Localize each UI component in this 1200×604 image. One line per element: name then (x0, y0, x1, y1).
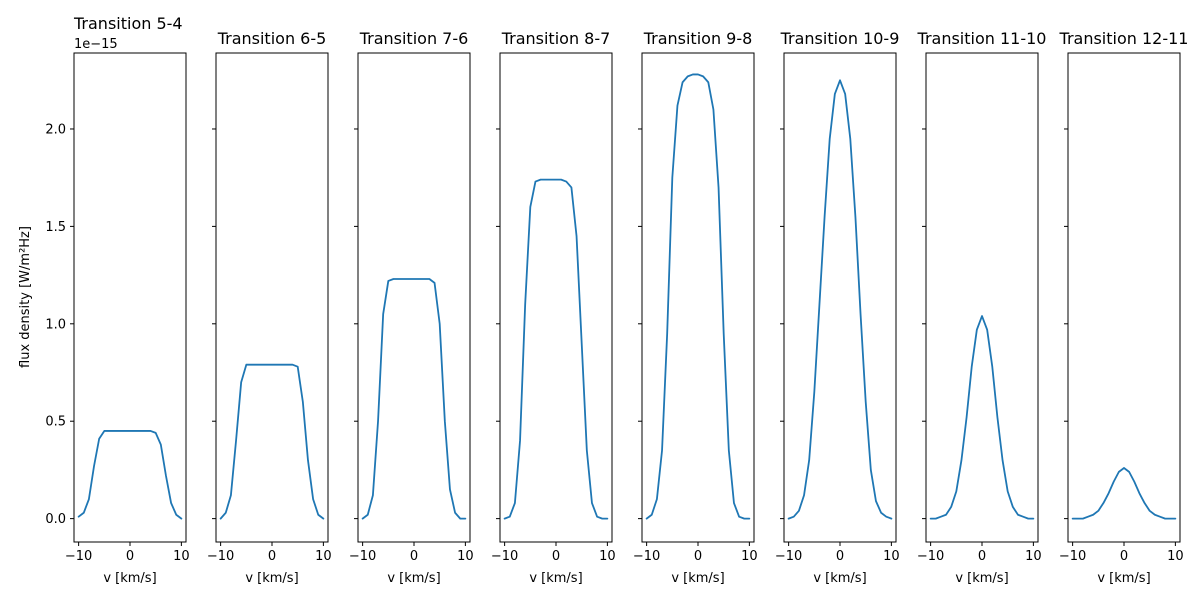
panel-title: Transition 12-11 (1059, 29, 1189, 48)
panel-title: Transition 10-9 (780, 29, 900, 48)
x-axis-label: v [km/s] (671, 571, 724, 586)
panel-frame (357, 52, 471, 543)
x-axis-label: v [km/s] (245, 571, 298, 586)
x-axis-label: v [km/s] (387, 571, 440, 586)
panel-4: Transition 8-7 −10 0 10 v [km/s] (491, 29, 616, 586)
y-tick-label: 0.0 (45, 512, 66, 527)
panel-6: Transition 10-9 −10 0 10 v [km/s] (775, 29, 900, 586)
x-tick-label: −10 (1059, 549, 1086, 564)
x-tick-label: 10 (1167, 549, 1184, 564)
panel-2: Transition 6-5 −10 0 10 v [km/s] (207, 29, 332, 586)
data-line (787, 79, 893, 520)
panel-frame (783, 52, 897, 543)
x-tick-label: −10 (65, 549, 92, 564)
x-tick-label: 0 (552, 549, 560, 564)
panel-frame (641, 52, 755, 543)
x-tick-label: 10 (1025, 549, 1042, 564)
x-axis-label: v [km/s] (955, 571, 1008, 586)
data-line (219, 363, 325, 520)
x-tick-label: 10 (599, 549, 616, 564)
x-axis-label: v [km/s] (103, 571, 156, 586)
panels-group: Transition 5-4 −10 0 10 0.0 0.5 1.0 1.5 2.0 v [km… (45, 14, 1188, 586)
x-tick-label: −10 (207, 549, 234, 564)
data-line (77, 430, 183, 520)
data-line (929, 315, 1035, 520)
x-tick-label: −10 (349, 549, 376, 564)
data-line (645, 73, 751, 520)
x-tick-label: 0 (410, 549, 418, 564)
panel-3: Transition 7-6 −10 0 10 v [km/s] (349, 29, 474, 586)
y-offset-label: 1e−15 (74, 37, 118, 52)
panel-1: Transition 5-4 −10 0 10 0.0 0.5 1.0 1.5 2.0 v [km… (45, 14, 189, 586)
x-tick-label: −10 (491, 549, 518, 564)
y-tick-label: 2.0 (45, 122, 66, 137)
panel-frame (1067, 52, 1181, 543)
x-tick-label: 10 (173, 549, 190, 564)
panel-title: Transition 5-4 (73, 14, 183, 33)
y-axis-label: flux density [W/m²Hz] (18, 226, 33, 368)
x-tick-label: 0 (978, 549, 986, 564)
x-tick-label: −10 (917, 549, 944, 564)
panel-title: Transition 9-8 (643, 29, 753, 48)
data-line (1071, 467, 1177, 520)
x-axis-label: v [km/s] (813, 571, 866, 586)
panel-8: Transition 12-11 −10 0 10 v [km/s] (1059, 29, 1189, 586)
x-axis-label: v [km/s] (529, 571, 582, 586)
panel-title: Transition 8-7 (501, 29, 611, 48)
x-tick-label: 10 (883, 549, 900, 564)
panel-frame (215, 52, 329, 543)
panel-frame (73, 52, 187, 543)
x-tick-label: −10 (775, 549, 802, 564)
panel-title: Transition 7-6 (359, 29, 469, 48)
x-axis-label: v [km/s] (1097, 571, 1150, 586)
x-tick-label: 0 (268, 549, 276, 564)
y-tick-label: 1.5 (45, 220, 66, 235)
panel-title: Transition 11-10 (917, 29, 1047, 48)
x-tick-label: 10 (457, 549, 474, 564)
panel-title: Transition 6-5 (217, 29, 327, 48)
x-tick-label: −10 (633, 549, 660, 564)
y-tick-label: 1.0 (45, 317, 66, 332)
panel-5: Transition 9-8 −10 0 10 v [km/s] (633, 29, 758, 586)
x-tick-label: 0 (836, 549, 844, 564)
panel-frame (499, 52, 613, 543)
x-tick-label: 0 (1120, 549, 1128, 564)
data-line (503, 178, 609, 520)
x-tick-label: 10 (315, 549, 332, 564)
panel-7: Transition 11-10 −10 0 10 v [km/s] (917, 29, 1047, 586)
x-tick-label: 0 (126, 549, 134, 564)
panel-frame (925, 52, 1039, 543)
y-tick-label: 0.5 (45, 415, 66, 430)
data-line (361, 278, 467, 520)
x-tick-label: 0 (694, 549, 702, 564)
x-tick-label: 10 (741, 549, 758, 564)
